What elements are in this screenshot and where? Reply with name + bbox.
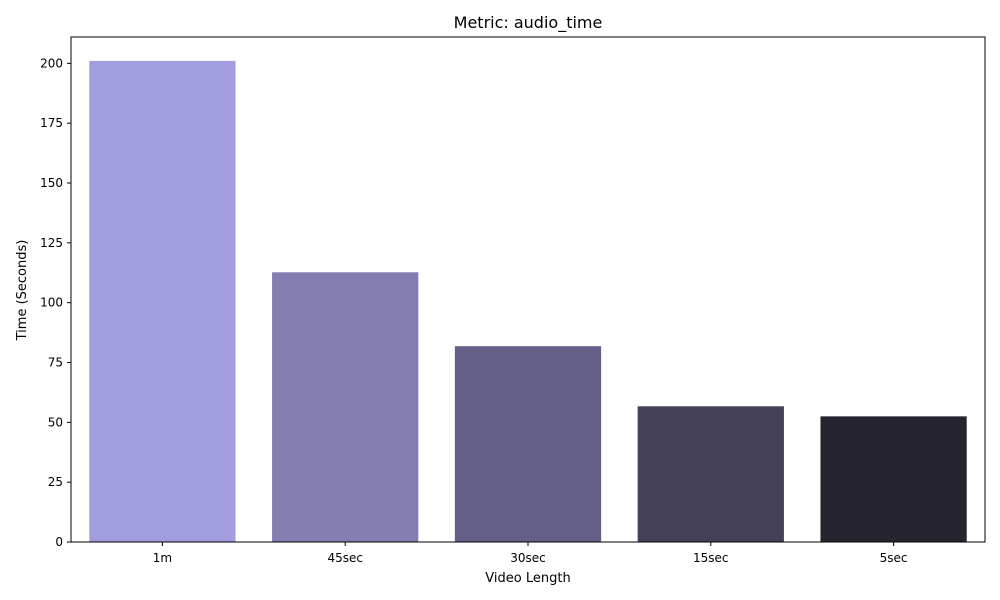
x-tick-label: 5sec bbox=[880, 551, 908, 565]
x-tick-label: 30sec bbox=[510, 551, 546, 565]
bar-1m bbox=[89, 60, 236, 542]
bar-30sec bbox=[454, 346, 602, 542]
y-tick-label: 25 bbox=[48, 475, 63, 489]
x-axis-label: Video Length bbox=[485, 571, 570, 586]
bar-45sec bbox=[272, 272, 419, 542]
y-tick-label: 0 bbox=[55, 535, 63, 549]
bar-15sec bbox=[637, 406, 784, 542]
y-tick-label: 200 bbox=[40, 56, 63, 70]
bar-5sec bbox=[820, 416, 967, 542]
y-axis-label: Time (Seconds) bbox=[15, 240, 30, 342]
plot-area: 0 25 50 75 100 125 150 175 200 1m 45sec 30sec 15sec 5… bbox=[40, 36, 986, 565]
x-tick-label: 1m bbox=[153, 551, 172, 565]
chart-title: Metric: audio_time bbox=[454, 13, 603, 33]
y-tick-label: 75 bbox=[48, 355, 63, 369]
y-tick-label: 125 bbox=[40, 236, 63, 250]
y-tick-label: 100 bbox=[40, 296, 63, 310]
y-tick-label: 175 bbox=[40, 116, 63, 130]
y-tick-label: 150 bbox=[40, 176, 63, 190]
x-tick-label: 15sec bbox=[693, 551, 729, 565]
y-tick-label: 50 bbox=[48, 415, 63, 429]
x-tick-label: 45sec bbox=[327, 551, 363, 565]
